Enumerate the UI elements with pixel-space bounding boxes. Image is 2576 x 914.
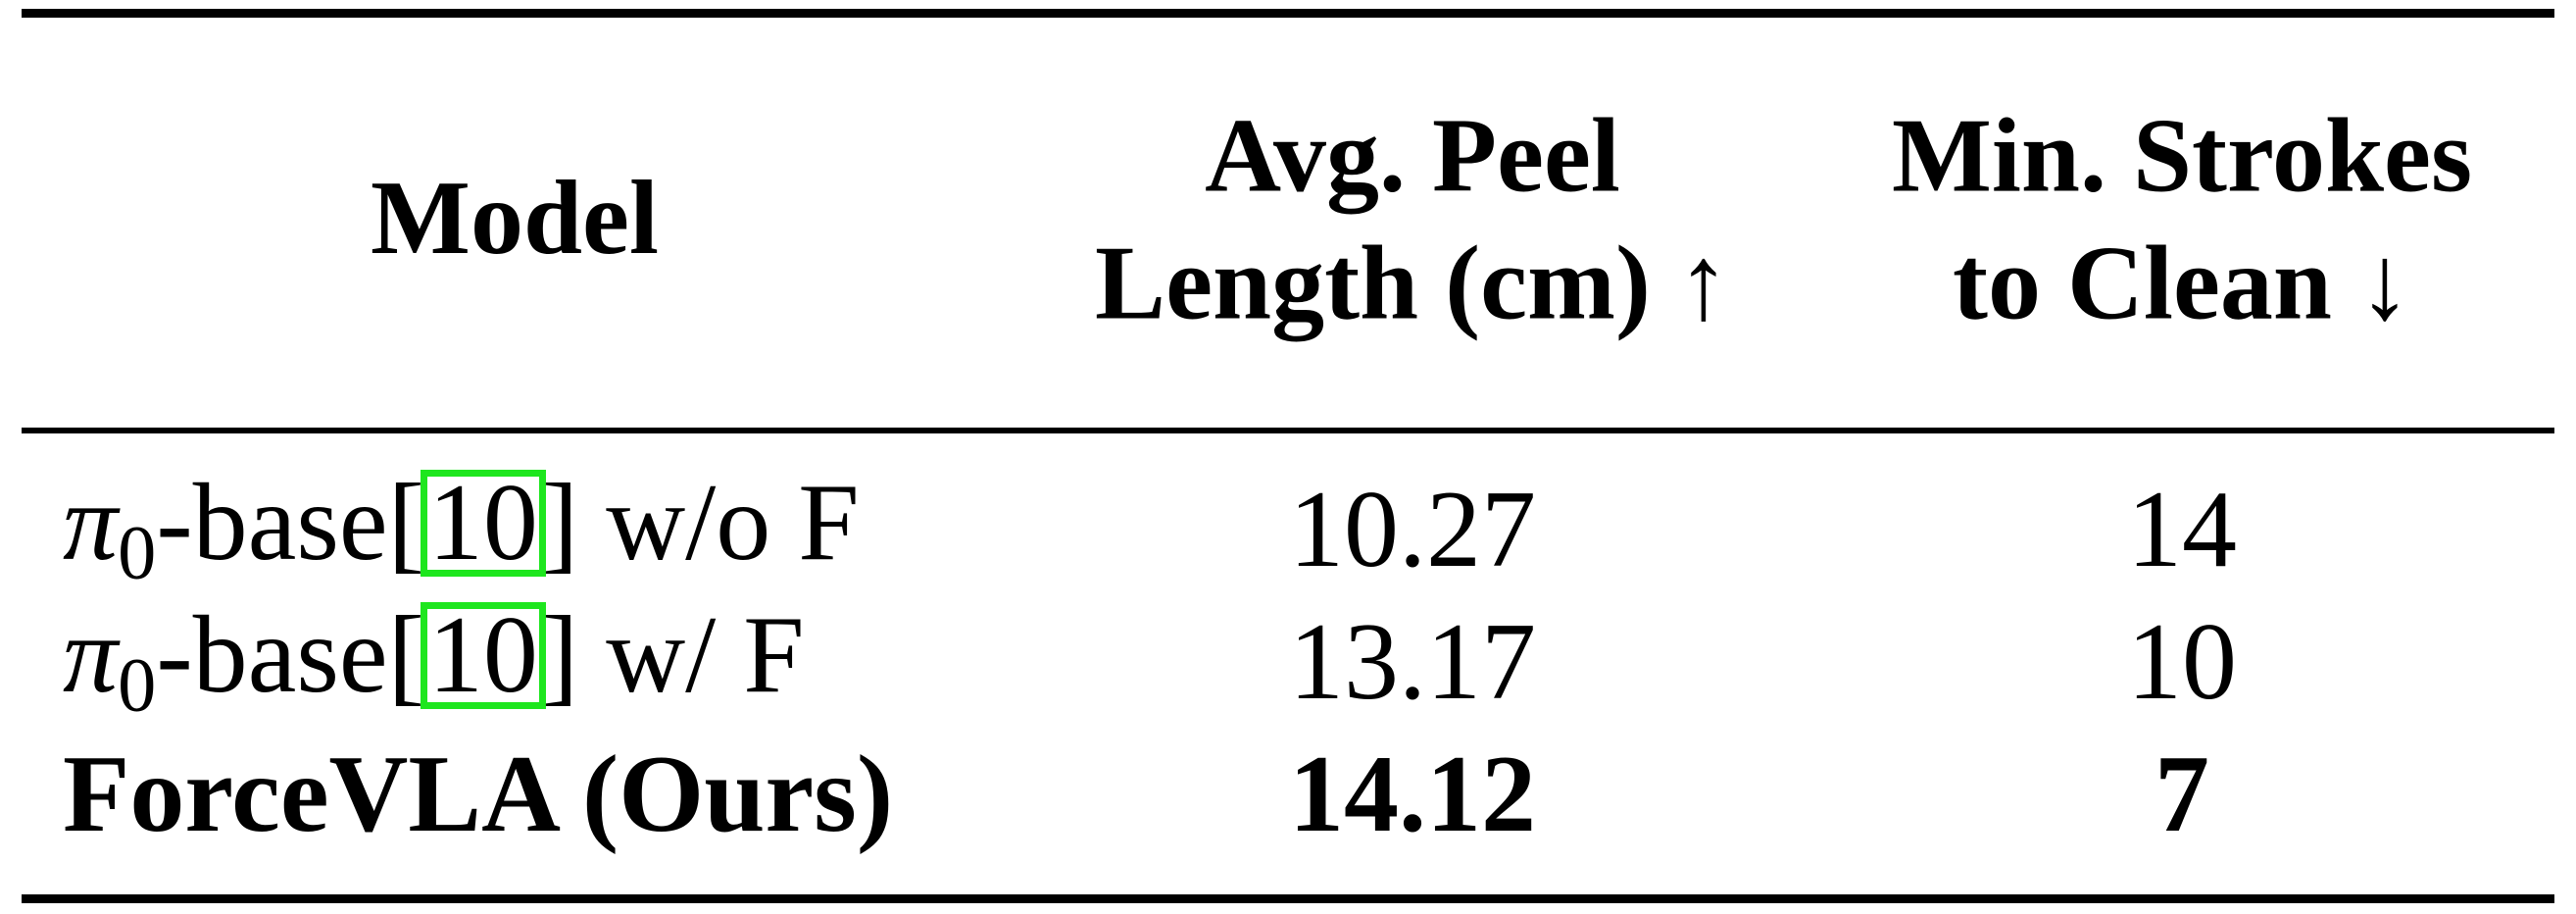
model-subscript: 0 [118, 509, 157, 595]
model-symbol: π [63, 594, 119, 716]
model-name: ForceVLA (Ours) [63, 734, 894, 855]
value-cell: 14.12 [1289, 734, 1536, 855]
header-line: Min. Strokes [1891, 97, 2473, 215]
model-suffix: ] w/ F [541, 594, 805, 716]
value-cell: 10.27 [1289, 469, 1536, 590]
value-cell: 10 [2127, 601, 2237, 723]
header-line: Avg. Peel [1205, 97, 1620, 215]
citation: 10 [420, 468, 546, 578]
top-rule [22, 9, 2554, 18]
header-line: to Clean ↓ [1953, 225, 2411, 341]
model-name: -base[ [156, 594, 424, 716]
model-cell: π0-base[10] w/o F [63, 468, 860, 591]
model-symbol: π [63, 462, 119, 584]
model-subscript: 0 [118, 641, 157, 728]
model-suffix: ] w/o F [541, 462, 860, 584]
citation: 10 [420, 600, 546, 710]
model-cell: π0-base[10] w/ F [63, 600, 805, 724]
mid-rule [22, 428, 2554, 433]
value-cell: 14 [2127, 469, 2237, 590]
header-cell: Min. Strokes to Clean ↓ [1892, 92, 2472, 346]
value-cell: 13.17 [1289, 601, 1536, 723]
bottom-rule [22, 894, 2554, 903]
value-cell: 7 [2155, 734, 2209, 855]
header-line: Model [371, 160, 659, 278]
header-cell: Avg. Peel Length (cm) ↑ [1095, 92, 1730, 346]
header-line: Length (cm) ↑ [1095, 225, 1730, 341]
model-cell: ForceVLA (Ours) [63, 739, 893, 849]
model-name: -base[ [156, 462, 424, 584]
header-cell: Model [371, 155, 659, 282]
